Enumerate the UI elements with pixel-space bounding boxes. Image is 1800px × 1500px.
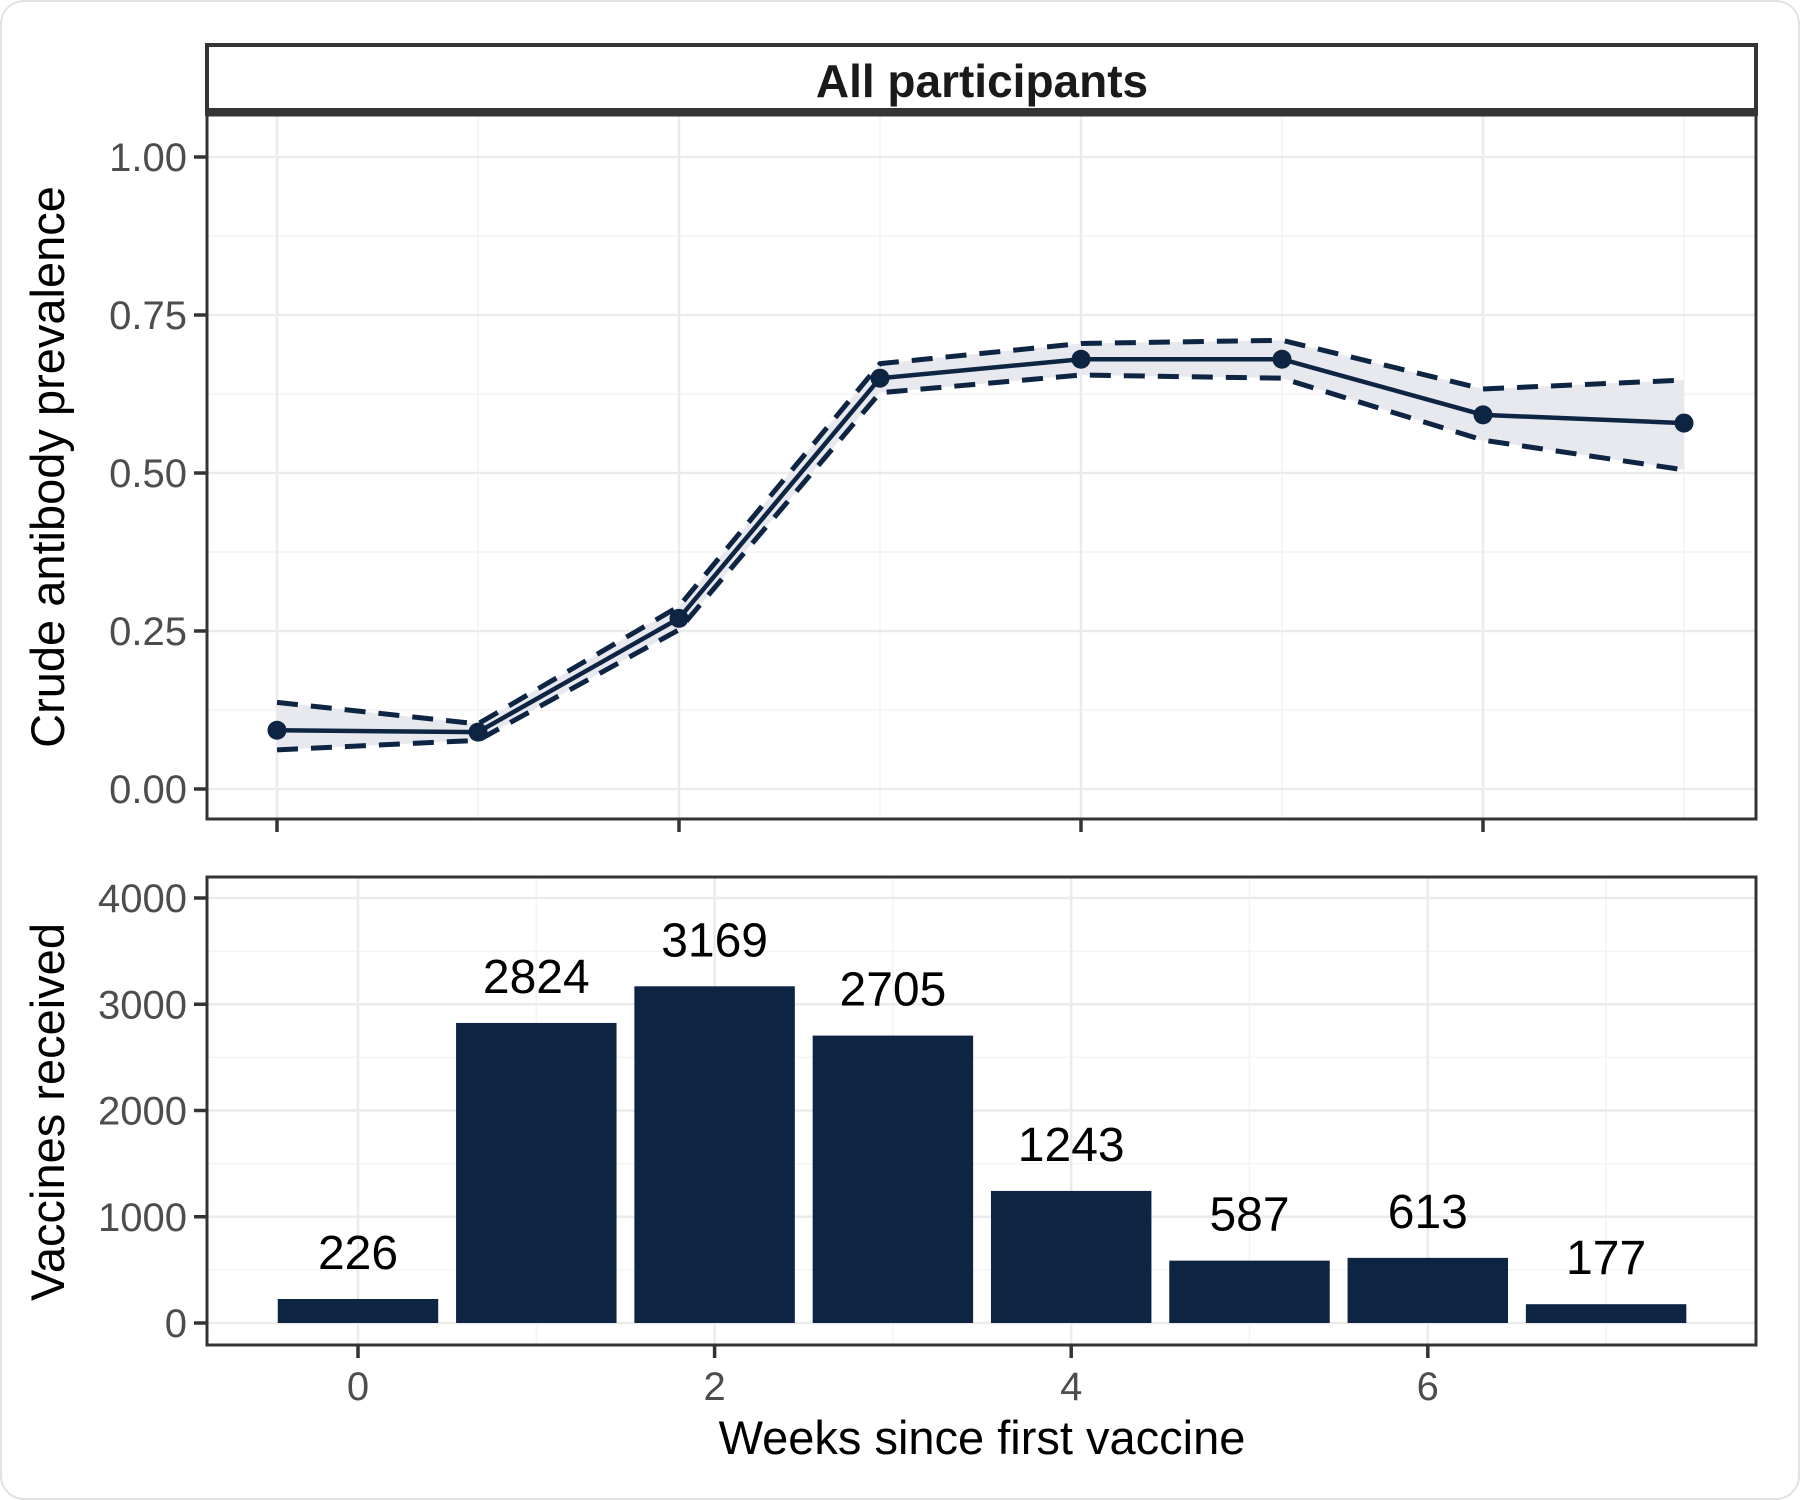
- prevalence-point: [1674, 413, 1694, 433]
- bottom-panel-background: [207, 877, 1756, 1345]
- top-panel-bg: [207, 115, 1756, 819]
- bottom-panel-data: 226 2824 3169 2705 1243 587 613 177: [277, 914, 1687, 1323]
- bottom-x-tick-label: 0: [347, 1365, 369, 1409]
- bar-value-label: 226: [318, 1227, 398, 1280]
- top-panel-data: [267, 337, 1694, 753]
- bar-value-label: 613: [1388, 1186, 1468, 1239]
- ci-upper-line: [276, 337, 1685, 727]
- prevalence-point: [1473, 405, 1493, 425]
- bar-week-4: [990, 1190, 1152, 1323]
- bar-week-2: [634, 986, 795, 1323]
- top-y-tick-label: 0.75: [109, 294, 187, 338]
- prevalence-point: [1272, 349, 1292, 369]
- bar-week-0: [277, 1298, 439, 1323]
- x-axis-title: Weeks since first vaccine: [719, 1411, 1246, 1464]
- bottom-x-tick-label: 6: [1417, 1365, 1439, 1409]
- prevalence-point: [870, 368, 890, 388]
- top-y-tick-label: 1.00: [109, 136, 187, 180]
- bottom-y-tick-label: 4000: [98, 877, 187, 921]
- bar-value-label: 2705: [840, 964, 947, 1017]
- top-y-tick-label: 0.25: [109, 610, 187, 654]
- top-panel-frame: 0.00 0.25 0.50 0.75 1.00: [109, 113, 1758, 832]
- bar-week-3: [812, 1035, 974, 1323]
- prevalence-line: [276, 356, 1685, 735]
- top-panel-border: [205, 113, 1758, 821]
- top-y-tick-label: 0.00: [109, 768, 187, 812]
- bottom-y-tick-label: 1000: [98, 1196, 187, 1240]
- prevalence-point: [669, 608, 689, 628]
- bottom-panel-frame: 0 1000 2000 3000 4000 0 2 4 6: [98, 875, 1758, 1409]
- facet-strip-box: [205, 43, 1758, 114]
- bar-week-1: [456, 1022, 617, 1323]
- bar-value-label: 1243: [1018, 1119, 1125, 1172]
- top-y-tick-label: 0.50: [109, 452, 187, 496]
- bottom-y-tick-label: 2000: [98, 1090, 187, 1134]
- ci-lower-line: [276, 372, 1685, 753]
- prevalence-point: [267, 720, 287, 740]
- bottom-y-axis-title: Vaccines received: [21, 923, 74, 1301]
- bar-week-6: [1347, 1257, 1509, 1323]
- bar-value-label: 587: [1209, 1189, 1289, 1242]
- bottom-y-tick-label: 3000: [98, 983, 187, 1027]
- bar-week-5: [1169, 1260, 1330, 1323]
- bottom-x-tick-label: 2: [703, 1365, 725, 1409]
- bar-value-label: 177: [1566, 1232, 1646, 1285]
- facet-strip-title: All participants: [816, 55, 1148, 107]
- bar-value-label: 2824: [483, 951, 590, 1004]
- prevalence-point: [468, 722, 488, 742]
- bar-value-label: 3169: [661, 914, 768, 967]
- bottom-x-tick-label: 4: [1060, 1365, 1082, 1409]
- top-panel-background: [205, 43, 1758, 819]
- top-y-axis-title: Crude antibody prevalence: [21, 186, 74, 748]
- bottom-y-tick-label: 0: [165, 1302, 187, 1346]
- bar-week-7: [1525, 1304, 1687, 1323]
- prevalence-point: [1071, 349, 1091, 369]
